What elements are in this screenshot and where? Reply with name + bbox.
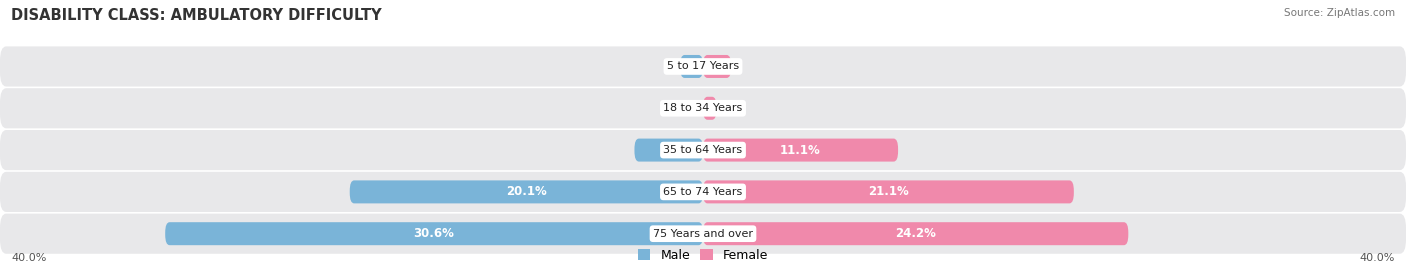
- Text: 35 to 64 Years: 35 to 64 Years: [664, 145, 742, 155]
- FancyBboxPatch shape: [0, 130, 1406, 170]
- FancyBboxPatch shape: [703, 139, 898, 162]
- Text: DISABILITY CLASS: AMBULATORY DIFFICULTY: DISABILITY CLASS: AMBULATORY DIFFICULTY: [11, 8, 382, 23]
- Text: 40.0%: 40.0%: [1360, 253, 1395, 263]
- Text: 5 to 17 Years: 5 to 17 Years: [666, 61, 740, 72]
- Text: 21.1%: 21.1%: [868, 185, 908, 198]
- Text: 40.0%: 40.0%: [11, 253, 46, 263]
- Text: 20.1%: 20.1%: [506, 185, 547, 198]
- Text: 75 Years and over: 75 Years and over: [652, 229, 754, 239]
- Text: 18 to 34 Years: 18 to 34 Years: [664, 103, 742, 113]
- Text: 65 to 74 Years: 65 to 74 Years: [664, 187, 742, 197]
- FancyBboxPatch shape: [703, 180, 1074, 203]
- FancyBboxPatch shape: [350, 180, 703, 203]
- Text: Source: ZipAtlas.com: Source: ZipAtlas.com: [1284, 8, 1395, 18]
- FancyBboxPatch shape: [703, 97, 717, 120]
- Text: 24.2%: 24.2%: [896, 227, 936, 240]
- FancyBboxPatch shape: [0, 214, 1406, 254]
- FancyBboxPatch shape: [0, 172, 1406, 212]
- FancyBboxPatch shape: [0, 88, 1406, 128]
- FancyBboxPatch shape: [0, 46, 1406, 87]
- Text: 11.1%: 11.1%: [780, 144, 821, 157]
- Text: 30.6%: 30.6%: [413, 227, 454, 240]
- FancyBboxPatch shape: [634, 139, 703, 162]
- FancyBboxPatch shape: [681, 55, 703, 78]
- Legend: Male, Female: Male, Female: [638, 249, 768, 262]
- FancyBboxPatch shape: [703, 55, 731, 78]
- FancyBboxPatch shape: [703, 222, 1129, 245]
- FancyBboxPatch shape: [166, 222, 703, 245]
